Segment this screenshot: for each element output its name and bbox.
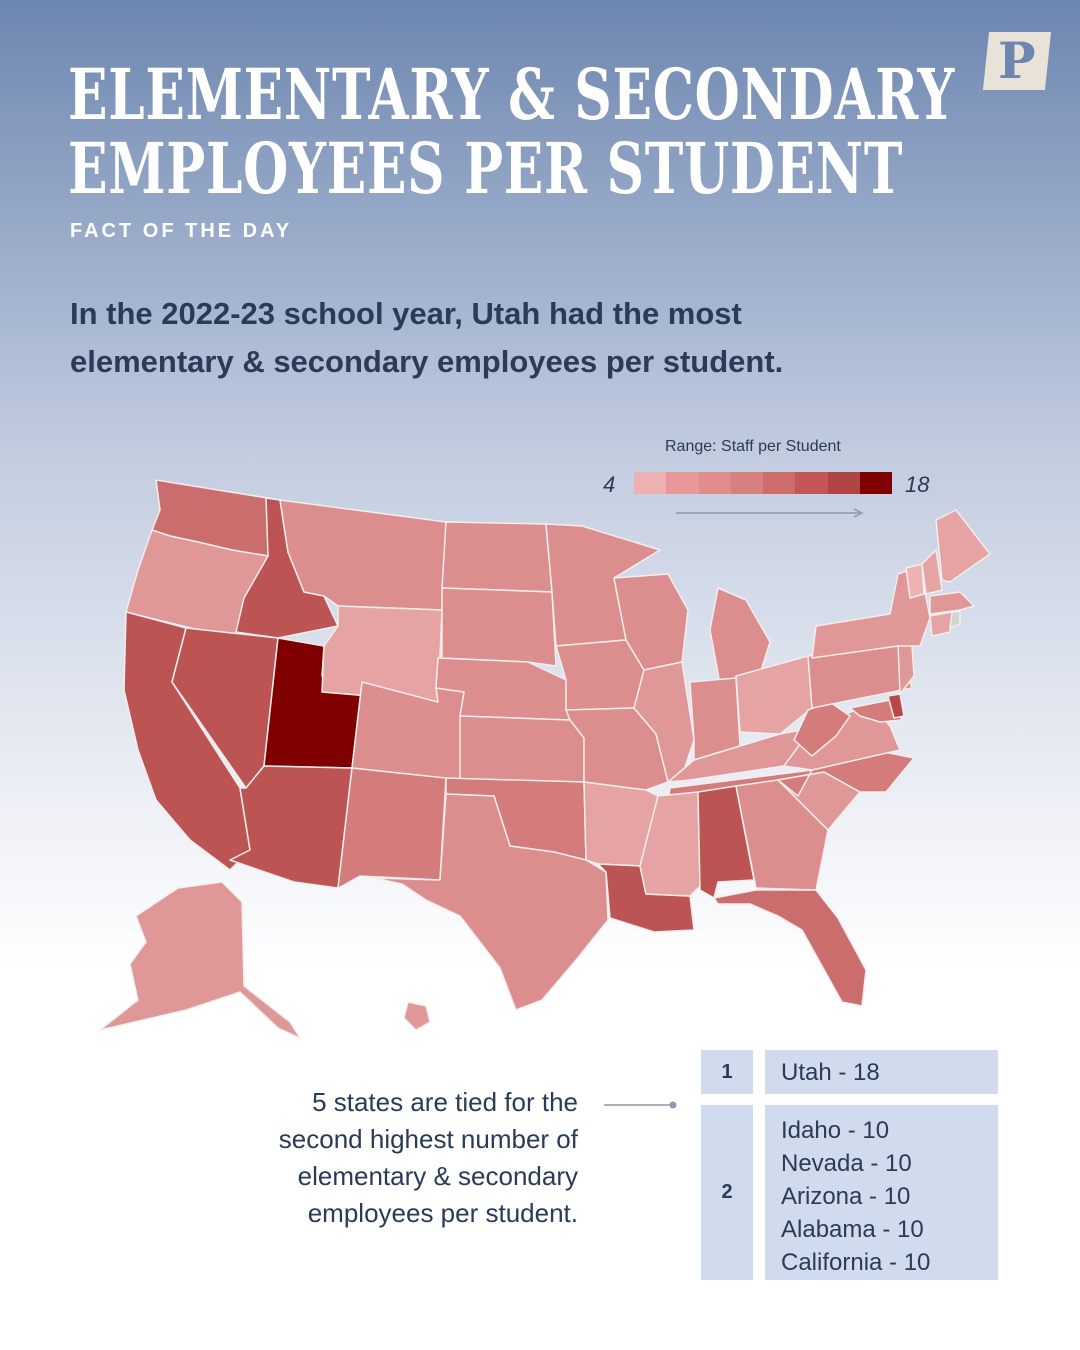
legend-swatch-8 bbox=[859, 472, 892, 494]
rank-2-cell: 2 bbox=[701, 1105, 753, 1280]
legend-swatch-3 bbox=[698, 472, 731, 494]
legend-min: 4 bbox=[603, 472, 616, 497]
rank-entry: Alabama - 10 bbox=[781, 1216, 924, 1243]
state-new-mexico bbox=[337, 767, 447, 889]
callout-connector bbox=[604, 1101, 677, 1109]
state-hawaii bbox=[403, 1001, 431, 1031]
state-massachusetts bbox=[929, 591, 975, 615]
state-colorado bbox=[351, 681, 465, 781]
title-line-2: EMPLOYEES PER STUDENT bbox=[68, 127, 904, 210]
state-texas bbox=[373, 793, 609, 1011]
state-iowa bbox=[555, 639, 645, 711]
us-choropleth-map bbox=[99, 479, 991, 1039]
publisher-logo: P bbox=[982, 31, 1052, 90]
state-south-dakota bbox=[441, 587, 557, 667]
state-maine bbox=[935, 509, 991, 583]
legend-swatch-1 bbox=[634, 472, 667, 494]
rank-entry: Nevada - 10 bbox=[781, 1150, 912, 1177]
legend-max: 18 bbox=[905, 472, 930, 497]
callout-line-2: second highest number of bbox=[278, 1124, 578, 1154]
callout-line-1: 5 states are tied for the bbox=[312, 1087, 578, 1117]
state-florida bbox=[713, 889, 867, 1007]
headline-line-1: In the 2022-23 school year, Utah had the… bbox=[70, 296, 742, 331]
title-line-1: ELEMENTARY & SECONDARY bbox=[68, 53, 956, 136]
state-kentucky bbox=[667, 727, 813, 783]
state-vermont bbox=[905, 563, 925, 599]
kicker-label: FACT OF THE DAY bbox=[70, 220, 293, 242]
rank-2-names: Idaho - 10 Nevada - 10 Arizona - 10 Alab… bbox=[765, 1105, 998, 1280]
callout-line-3: elementary & secondary bbox=[297, 1161, 578, 1191]
rank-entry: Utah - 18 bbox=[781, 1058, 880, 1086]
rank-entry: Arizona - 10 bbox=[781, 1183, 911, 1210]
state-new-hampshire bbox=[921, 549, 943, 595]
legend-arrow-icon bbox=[676, 508, 864, 518]
legend-swatch-4 bbox=[730, 472, 763, 494]
rank-1-names: Utah - 18 bbox=[765, 1050, 998, 1094]
state-north-dakota bbox=[441, 521, 553, 593]
state-alaska bbox=[99, 881, 301, 1039]
legend-title: Range: Staff per Student bbox=[665, 438, 841, 455]
legend-swatch-6 bbox=[795, 472, 828, 494]
rank-entry: Idaho - 10 bbox=[781, 1117, 890, 1144]
page-title: ELEMENTARY & SECONDARY EMPLOYEES PER STU… bbox=[68, 53, 956, 210]
logo-letter: P bbox=[998, 31, 1036, 90]
rank-1-cell: 1 bbox=[701, 1050, 753, 1094]
callout-line-4: employees per student. bbox=[307, 1198, 578, 1228]
state-maryland bbox=[849, 699, 903, 723]
headline: In the 2022-23 school year, Utah had the… bbox=[70, 290, 970, 386]
state-delaware bbox=[887, 693, 905, 719]
legend-swatch-7 bbox=[827, 472, 860, 494]
state-connecticut bbox=[929, 611, 953, 637]
state-kansas bbox=[459, 715, 585, 783]
callout-text: 5 states are tied for the second highest… bbox=[200, 1084, 578, 1232]
rank-entry: California - 10 bbox=[781, 1249, 931, 1276]
state-rhode-island bbox=[949, 610, 961, 629]
legend-color-scale bbox=[634, 472, 892, 494]
state-arizona bbox=[229, 765, 353, 889]
legend-swatch-2 bbox=[666, 472, 699, 494]
legend-swatch-5 bbox=[763, 472, 796, 494]
headline-line-2: elementary & secondary employees per stu… bbox=[70, 344, 784, 379]
